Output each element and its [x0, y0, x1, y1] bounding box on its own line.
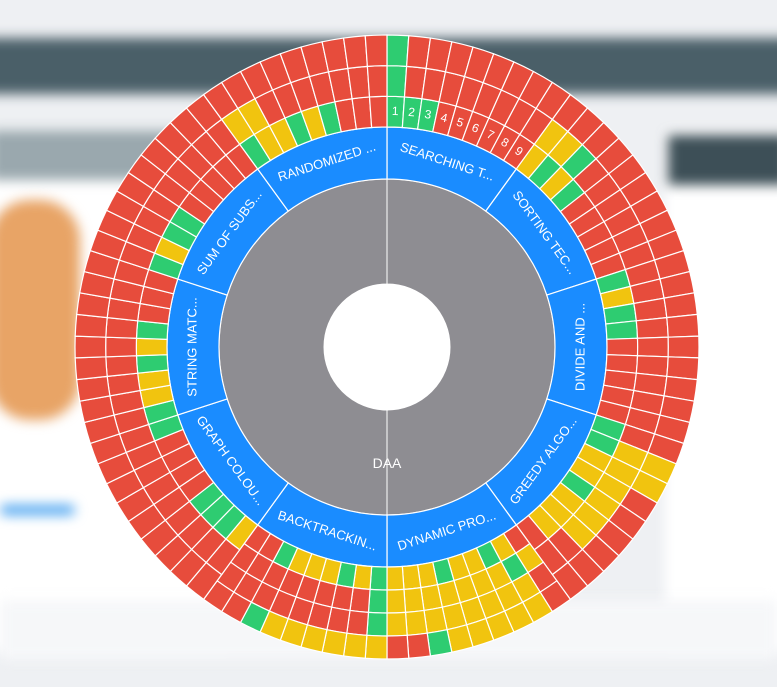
question-attempt-cell[interactable]	[386, 565, 405, 591]
question-attempt-cell[interactable]	[347, 65, 371, 100]
question-attempt-cell[interactable]	[635, 316, 669, 339]
question-attempt-cell[interactable]	[105, 336, 138, 358]
question-attempt-cell[interactable]	[403, 586, 425, 613]
root-label: DAA	[373, 455, 402, 471]
question-number-label: 4	[439, 110, 449, 125]
question-attempt-cell[interactable]	[364, 34, 388, 67]
question-attempt-cell[interactable]	[386, 65, 408, 98]
question-attempt-cell[interactable]	[366, 611, 388, 637]
question-number-label: 1	[392, 104, 399, 118]
question-attempt-cell[interactable]	[426, 628, 453, 657]
question-attempt-cell[interactable]	[369, 565, 388, 591]
question-attempt-cell[interactable]	[667, 335, 700, 359]
question-attempt-cell[interactable]	[342, 632, 368, 659]
topic-label: STRING MATC...	[184, 297, 199, 396]
question-attempt-cell[interactable]	[666, 356, 700, 381]
question-attempt-cell[interactable]	[605, 320, 639, 340]
question-attempt-cell[interactable]	[105, 355, 139, 378]
background-card-header-right	[668, 135, 777, 185]
question-attempt-cell[interactable]	[666, 313, 700, 338]
question-attempt-cell[interactable]	[135, 354, 169, 374]
question-number-label: 5	[455, 115, 466, 130]
question-attempt-cell[interactable]	[386, 34, 410, 67]
question-number-label: 3	[424, 107, 433, 122]
question-attempt-cell[interactable]	[74, 335, 107, 359]
question-attempt-cell[interactable]	[74, 356, 108, 381]
question-attempt-cell[interactable]	[636, 336, 669, 358]
background-progress-bar	[0, 505, 75, 515]
question-attempt-cell[interactable]	[386, 611, 408, 637]
question-attempt-cell[interactable]	[386, 634, 410, 660]
question-attempt-cell[interactable]	[401, 564, 422, 591]
question-attempt-cell[interactable]	[342, 35, 369, 70]
background-avatar-left	[0, 200, 80, 420]
topic-label: DIVIDE AND ...	[572, 303, 587, 391]
question-attempt-cell[interactable]	[406, 632, 432, 659]
question-attempt-cell[interactable]	[386, 588, 407, 614]
question-attempt-cell[interactable]	[404, 609, 428, 636]
question-attempt-cell[interactable]	[368, 95, 388, 129]
question-attempt-cell[interactable]	[74, 313, 108, 338]
question-number-label: 2	[408, 105, 416, 120]
question-attempt-cell[interactable]	[423, 606, 448, 634]
center-hole	[323, 283, 451, 411]
question-number-label: 6	[470, 120, 482, 136]
question-attempt-cell[interactable]	[606, 337, 639, 357]
question-attempt-cell[interactable]	[367, 588, 388, 614]
question-attempt-cell[interactable]	[135, 337, 168, 357]
question-attempt-cell[interactable]	[364, 634, 388, 660]
question-attempt-cell[interactable]	[366, 65, 388, 98]
